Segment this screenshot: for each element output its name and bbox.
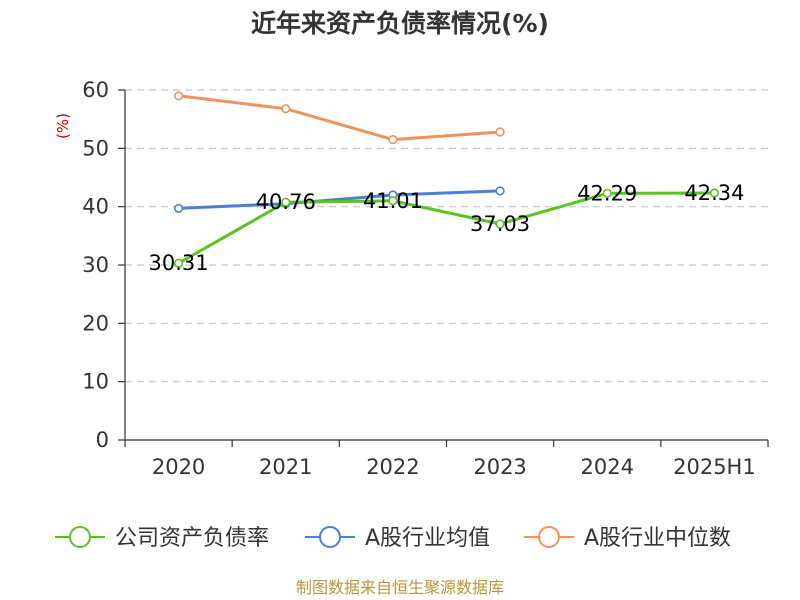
- series-line: [178, 94, 501, 142]
- y-tick-label: 50: [82, 136, 109, 160]
- y-tick-label: 30: [82, 253, 109, 277]
- x-tick-label: 2025H1: [673, 455, 756, 479]
- x-tick-label: 2023: [473, 455, 526, 479]
- legend-item: 公司资产负债率: [55, 526, 269, 551]
- x-tick-label: 2021: [259, 455, 312, 479]
- grid-lines: [125, 89, 768, 383]
- data-point: [173, 258, 184, 268]
- y-tick-label: 60: [82, 78, 109, 102]
- legend-label: A股行业中位数: [584, 526, 731, 551]
- data-point: [602, 188, 612, 198]
- x-tick-label: 2020: [152, 455, 205, 479]
- series-line: [177, 191, 715, 265]
- series-2: [173, 91, 505, 145]
- series-line: [178, 189, 501, 210]
- legend: 公司资产负债率 A股行业均值 A股行业中位数: [55, 526, 731, 551]
- data-point: [173, 91, 184, 101]
- series-1: [173, 186, 505, 214]
- legend-label: 公司资产负债率: [115, 526, 269, 551]
- data-point: [709, 188, 720, 198]
- data-point: [281, 104, 291, 114]
- legend-marker: [319, 526, 341, 548]
- data-label: 42.29: [577, 181, 637, 205]
- data-point: [388, 196, 398, 206]
- legend-marker: [69, 526, 91, 548]
- data-point: [495, 186, 505, 196]
- data-point: [388, 134, 398, 145]
- series-layer: [173, 91, 720, 268]
- y-tick-label: 40: [82, 195, 109, 219]
- source-note: 制图数据来自恒生聚源数据库: [296, 578, 504, 597]
- data-labels: 30.31 40.76 41.01 37.03 42.29 42.34: [149, 181, 745, 275]
- y-tick-label: 0: [96, 428, 109, 452]
- x-tick-label: 2022: [366, 455, 419, 479]
- y-axis-label: (%): [54, 113, 72, 139]
- data-point: [281, 197, 291, 207]
- y-tick-label: 10: [82, 370, 109, 394]
- data-label: 37.03: [470, 212, 530, 236]
- legend-item: A股行业均值: [305, 526, 490, 551]
- y-tick-label: 20: [82, 311, 109, 335]
- x-tick-label: 2024: [581, 455, 634, 479]
- legend-label: A股行业均值: [365, 526, 490, 551]
- series-0: [173, 188, 720, 268]
- legend-item: A股行业中位数: [524, 526, 731, 551]
- data-point: [173, 203, 184, 214]
- data-point: [495, 127, 505, 137]
- data-label: 30.31: [149, 251, 209, 275]
- chart-title: 近年来资产负债率情况(%): [251, 9, 549, 38]
- data-label: 40.76: [256, 190, 316, 214]
- data-label: 41.01: [363, 189, 423, 213]
- legend-marker: [538, 526, 560, 548]
- data-point: [495, 219, 505, 229]
- data-label: 42.34: [684, 181, 744, 205]
- axes: 0 10 20 30 40 50 60 2020 2021 2022 2023 2024 2025H1: [82, 78, 769, 479]
